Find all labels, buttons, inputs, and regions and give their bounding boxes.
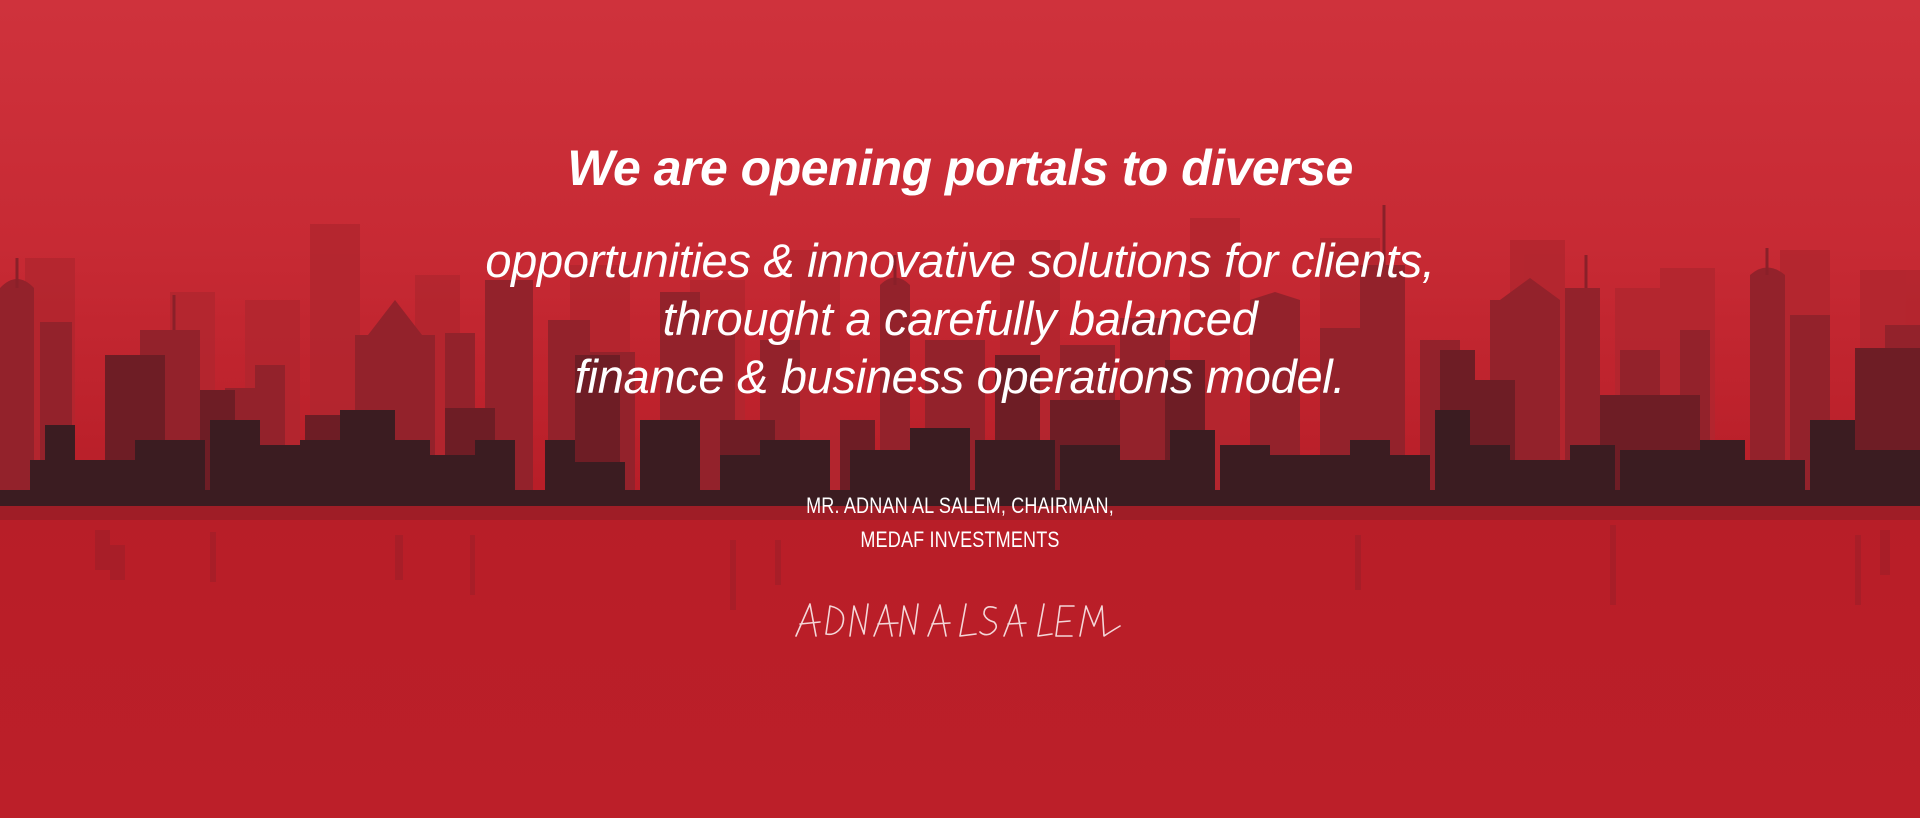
quote-body: opportunities & innovative solutions for…: [0, 232, 1920, 406]
attribution-company: MEDAF INVESTMENTS: [860, 527, 1060, 552]
quote-line: throught a carefully balanced: [662, 292, 1258, 345]
quote-line: opportunities & innovative solutions for…: [485, 234, 1435, 287]
quote-line: finance & business operations model.: [574, 350, 1346, 403]
attribution-name-title: MR. ADNAN AL SALEM, CHAIRMAN,: [806, 493, 1114, 518]
handwritten-signature: [795, 603, 1121, 637]
quote-attribution: MR. ADNAN AL SALEM, CHAIRMAN, MEDAF INVE…: [173, 489, 1747, 557]
quote-lead: We are opening portals to diverse: [567, 140, 1353, 196]
